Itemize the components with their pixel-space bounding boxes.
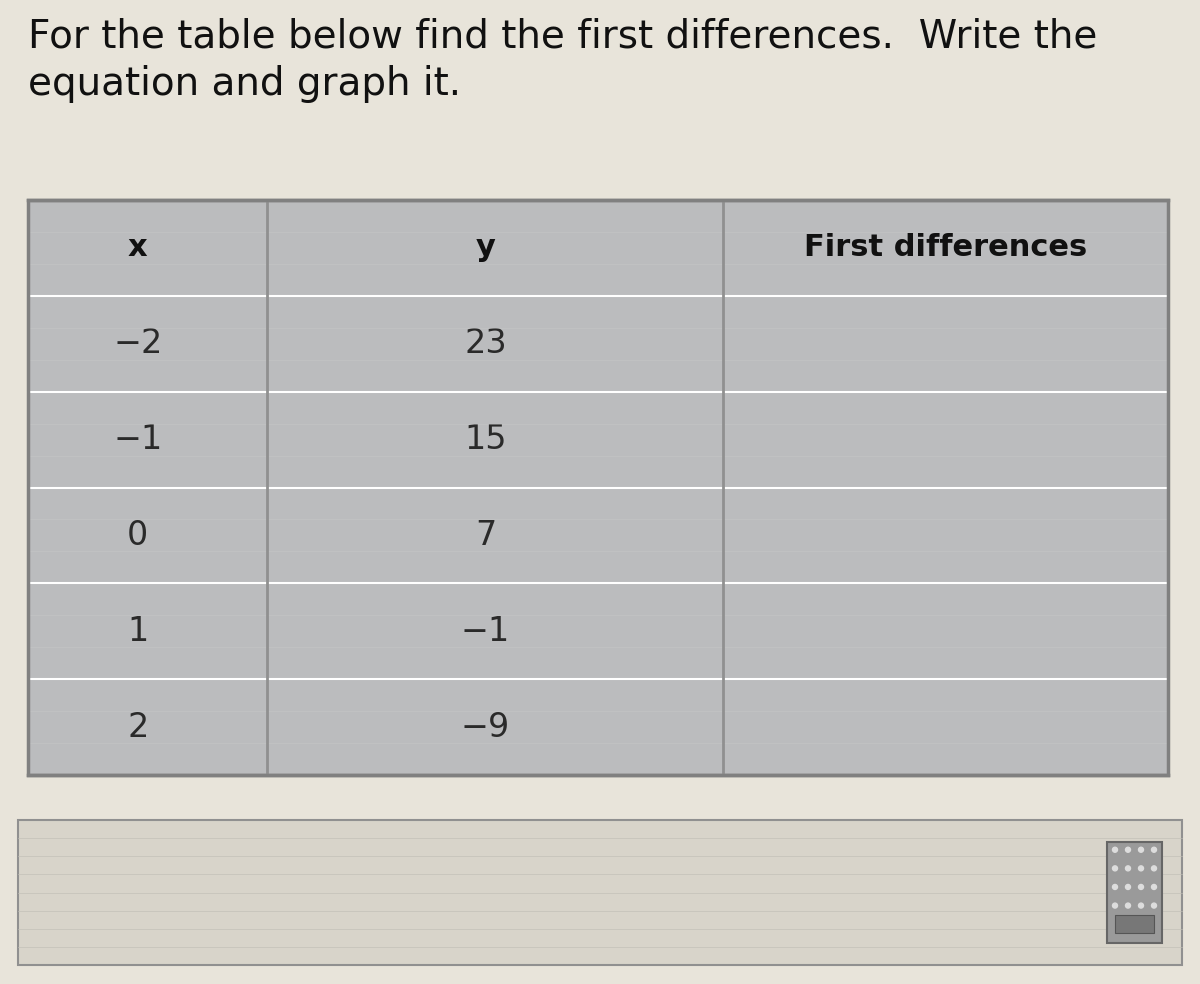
Bar xyxy=(28,200,268,296)
Circle shape xyxy=(1112,903,1117,908)
Text: y: y xyxy=(475,233,496,263)
Bar xyxy=(18,820,1182,965)
Circle shape xyxy=(1139,885,1144,890)
Circle shape xyxy=(1112,847,1117,852)
Text: −2: −2 xyxy=(113,328,162,360)
Bar xyxy=(268,679,724,775)
Text: 1: 1 xyxy=(127,615,149,647)
Text: −1: −1 xyxy=(461,615,510,647)
Bar xyxy=(28,584,268,679)
Circle shape xyxy=(1112,866,1117,871)
Circle shape xyxy=(1112,885,1117,890)
Text: x: x xyxy=(128,233,148,263)
Circle shape xyxy=(1152,866,1157,871)
Text: 23: 23 xyxy=(464,328,506,360)
Bar xyxy=(1108,841,1162,944)
Circle shape xyxy=(1139,903,1144,908)
Text: −1: −1 xyxy=(113,423,162,456)
Bar xyxy=(28,487,268,584)
Bar xyxy=(28,296,268,392)
Circle shape xyxy=(1139,866,1144,871)
Bar xyxy=(28,200,1168,775)
Text: 2: 2 xyxy=(127,710,149,744)
Bar xyxy=(0,775,1200,820)
Circle shape xyxy=(1126,847,1130,852)
Bar xyxy=(268,200,724,296)
Bar xyxy=(724,487,1168,584)
Circle shape xyxy=(1152,847,1157,852)
Bar xyxy=(724,584,1168,679)
Bar xyxy=(1115,915,1154,933)
Bar xyxy=(724,200,1168,296)
Text: 15: 15 xyxy=(464,423,506,456)
Circle shape xyxy=(1126,866,1130,871)
Bar xyxy=(28,392,268,487)
Circle shape xyxy=(1139,847,1144,852)
Bar xyxy=(268,296,724,392)
Bar xyxy=(268,584,724,679)
Bar xyxy=(268,392,724,487)
Text: First differences: First differences xyxy=(804,233,1087,263)
Bar xyxy=(28,679,268,775)
Bar xyxy=(724,679,1168,775)
Text: 7: 7 xyxy=(475,519,496,552)
Circle shape xyxy=(1152,885,1157,890)
Bar xyxy=(268,487,724,584)
Text: −9: −9 xyxy=(461,710,510,744)
Bar xyxy=(724,296,1168,392)
Text: 0: 0 xyxy=(127,519,149,552)
Circle shape xyxy=(1152,903,1157,908)
Bar xyxy=(724,392,1168,487)
Text: For the table below find the first differences.  Write the
equation and graph it: For the table below find the first diffe… xyxy=(28,18,1097,103)
Circle shape xyxy=(1126,903,1130,908)
Circle shape xyxy=(1126,885,1130,890)
